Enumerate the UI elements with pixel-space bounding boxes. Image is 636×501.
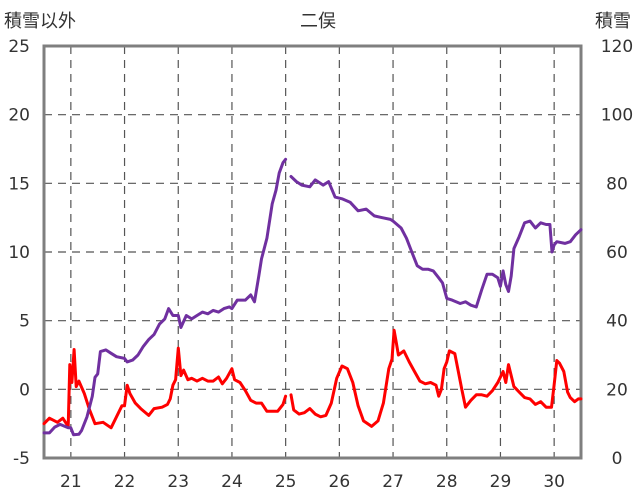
y-right-tick-label: 0 (612, 449, 623, 469)
y-right-tick-label: 100 (601, 106, 633, 126)
y-left-tick-label: 10 (8, 243, 30, 263)
x-tick-label: 30 (543, 472, 565, 492)
y-right-tick-label: 60 (606, 243, 628, 263)
x-tick-label: 28 (436, 472, 458, 492)
y-left-tick-label: -5 (13, 449, 30, 469)
x-tick-label: 22 (114, 472, 136, 492)
y-right-tick-label: 20 (606, 380, 628, 400)
x-tick-label: 26 (329, 472, 351, 492)
chart-title: 二俣 (300, 11, 336, 32)
y-right-tick-label: 120 (601, 37, 633, 57)
x-tick-label: 23 (167, 472, 189, 492)
series-layer (42, 157, 583, 437)
x-tick-label: 27 (382, 472, 404, 492)
series-line-left-axis (42, 328, 583, 430)
x-tick-label: 29 (490, 472, 512, 492)
y-left-tick-label: 15 (8, 174, 30, 194)
y-left-tick-label: 20 (8, 106, 30, 126)
y-right-tick-label: 80 (606, 174, 628, 194)
y-right-tick-label: 40 (606, 312, 628, 332)
x-tick-label: 21 (60, 472, 82, 492)
plot-frame (42, 44, 583, 460)
series-line-right-axis (42, 157, 583, 437)
y-left-tick-label: 5 (19, 312, 30, 332)
y-left-tick-label: 0 (19, 380, 30, 400)
x-tick-label: 25 (275, 472, 297, 492)
y-left-tick-label: 25 (8, 37, 30, 57)
y-axis-label-left: 積雪以外 (4, 11, 76, 32)
tick-labels: -5 0 5 10 15 20 25 0 20 40 60 80 100 120 21 22 23 24 25 26 2… (8, 37, 633, 492)
y-axis-label-right: 積雪 (595, 11, 631, 32)
x-tick-label: 24 (221, 472, 243, 492)
